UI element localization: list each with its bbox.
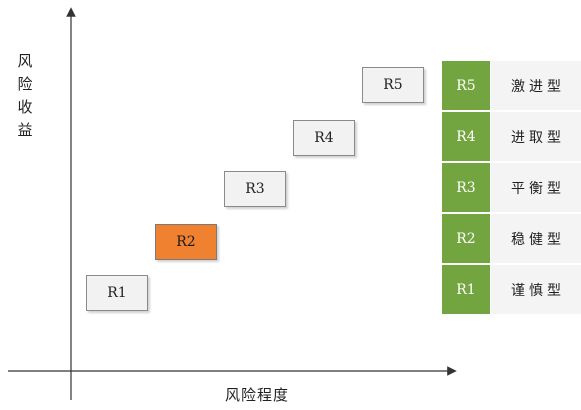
step-label: R4 [314, 130, 334, 146]
legend-row-r5: R5 激进型 [441, 60, 581, 111]
step-box-r4: R4 [293, 120, 355, 156]
step-box-r3: R3 [224, 171, 286, 207]
legend-type: 平衡型 [491, 162, 581, 213]
step-label: R1 [107, 285, 127, 301]
legend-type: 激进型 [491, 60, 581, 111]
legend-level: R5 [441, 60, 491, 111]
legend-level: R1 [441, 264, 491, 315]
legend-row-r2: R2 稳健型 [441, 213, 581, 264]
legend-row-r3: R3 平衡型 [441, 162, 581, 213]
legend-level: R3 [441, 162, 491, 213]
legend-level: R2 [441, 213, 491, 264]
step-box-r5: R5 [362, 67, 424, 103]
step-box-r1: R1 [86, 275, 148, 311]
risk-legend-table: R5 激进型 R4 进取型 R3 平衡型 R2 稳健型 R1 谨慎型 [441, 60, 581, 315]
legend-type: 进取型 [491, 111, 581, 162]
legend-type: 谨慎型 [491, 264, 581, 315]
legend-level: R4 [441, 111, 491, 162]
step-box-r2: R2 [155, 224, 217, 260]
x-axis-label: 风险程度 [225, 386, 290, 404]
step-label: R3 [245, 181, 265, 197]
legend-row-r1: R1 谨慎型 [441, 264, 581, 315]
step-label: R5 [383, 77, 403, 93]
step-label: R2 [176, 234, 196, 250]
legend-row-r4: R4 进取型 [441, 111, 581, 162]
y-axis-label: 风险收益 [17, 52, 33, 139]
legend-type: 稳健型 [491, 213, 581, 264]
